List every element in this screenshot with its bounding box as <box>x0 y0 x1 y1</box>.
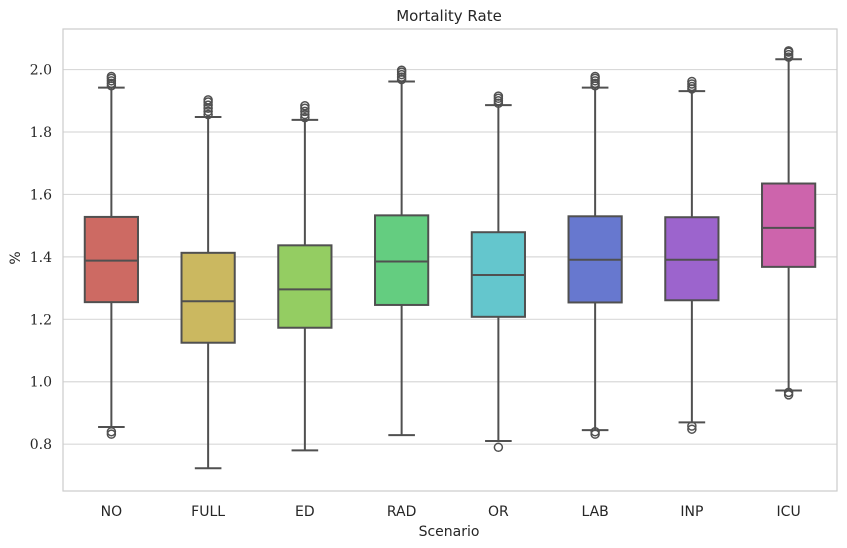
box-lab <box>567 71 623 439</box>
outlier-ed-0 <box>300 112 310 123</box>
x-tick-label-or: OR <box>488 504 509 520</box>
y-tick-label-1: 1.0 <box>30 375 52 391</box>
y-tick-label-3: 1.4 <box>30 250 52 266</box>
outlier-full-3 <box>203 100 213 110</box>
outlier-icu-5 <box>783 387 794 398</box>
x-tick-label-icu: ICU <box>777 504 801 520</box>
outlier-or-3 <box>493 91 504 101</box>
x-category-labels: NO FULL ED RAD OR LAB INP ICU <box>101 504 801 520</box>
y-axis-label: % <box>8 251 24 264</box>
outlier-rad-4 <box>396 65 407 75</box>
outlier-no-6 <box>106 426 117 437</box>
x-tick-label-rad: RAD <box>387 504 417 520</box>
y-tick-label-0: 0.8 <box>30 437 52 453</box>
box-icu <box>761 46 817 400</box>
outlier-full-5 <box>203 95 213 105</box>
iqr-box-full <box>180 251 236 344</box>
x-tick-label-lab: LAB <box>581 504 608 520</box>
box-ed <box>277 101 333 452</box>
x-tick-label-ed: ED <box>295 504 315 520</box>
box-rad <box>374 65 430 437</box>
outlier-or-4 <box>493 442 504 453</box>
outlier-no-4 <box>106 71 117 82</box>
y-tick-label-6: 2.0 <box>30 63 52 79</box>
y-tick-label-2: 1.2 <box>30 312 52 328</box>
x-axis-label: Scenario <box>419 524 480 540</box>
outlier-inp-4 <box>687 424 697 434</box>
box-no <box>83 71 139 439</box>
grid-lines <box>63 68 837 445</box>
box-inp <box>664 76 720 434</box>
outlier-lab-4 <box>590 71 600 82</box>
box-or <box>470 91 526 453</box>
outlier-full-0 <box>203 109 213 120</box>
outlier-lab-6 <box>590 426 600 437</box>
x-tick-label-inp: INP <box>680 504 703 520</box>
outlier-icu-3 <box>783 46 794 56</box>
y-tick-label-5: 1.8 <box>30 125 52 141</box>
outlier-full-1 <box>203 106 213 117</box>
chart-title: Mortality Rate <box>396 7 502 25</box>
box-full <box>180 95 236 470</box>
plot-area-frame <box>62 28 838 492</box>
outlier-inp-3 <box>687 76 697 87</box>
iqr-box-ed <box>277 244 333 329</box>
iqr-box-rad <box>374 214 430 306</box>
boxes-layer <box>83 46 817 470</box>
iqr-box-no <box>83 215 139 304</box>
outlier-ed-4 <box>300 101 310 111</box>
y-tick-label-4: 1.6 <box>30 187 52 203</box>
x-tick-label-no: NO <box>101 504 123 520</box>
x-tick-label-full: FULL <box>191 504 225 520</box>
outlier-inp-5 <box>687 421 697 431</box>
outlier-ed-2 <box>300 106 310 117</box>
iqr-box-icu <box>761 182 817 268</box>
y-tick-labels: 0.8 1.0 1.2 1.4 1.6 1.8 2.0 <box>30 63 52 454</box>
